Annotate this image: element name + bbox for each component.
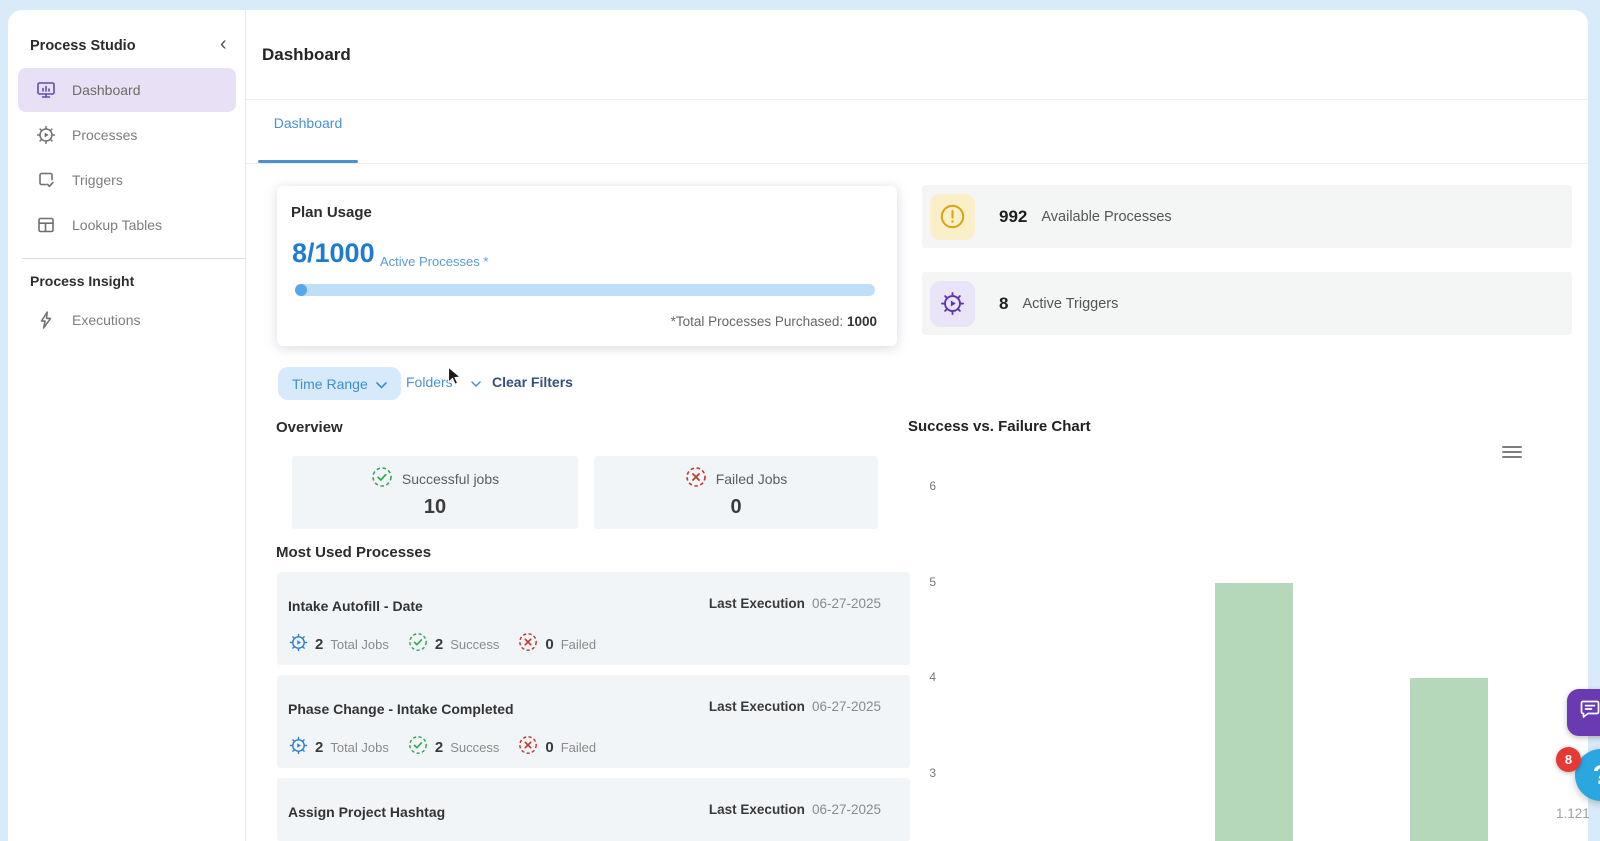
process-last-execution: Last Execution 06-27-2025: [708, 699, 881, 714]
failed-x-icon: [518, 632, 538, 657]
main-panel: Dashboard Dashboard Plan Usage 8/1000 Ac…: [246, 10, 1588, 841]
sidebar-item-lookup-tables[interactable]: Lookup Tables: [18, 203, 236, 247]
process-name: Phase Change - Intake Completed: [288, 701, 514, 717]
available-processes-card: 992 Available Processes: [922, 185, 1572, 248]
chart-bar: [1410, 678, 1488, 841]
process-name: Assign Project Hashtag: [288, 804, 446, 820]
active-triggers-value: 8: [999, 293, 1009, 313]
clear-filters-button[interactable]: Clear Filters: [492, 374, 573, 390]
process-gear-icon: [289, 633, 308, 657]
plan-usage-card: Plan Usage 8/1000 Active Processes * *To…: [277, 186, 897, 346]
sidebar-item-executions[interactable]: Executions: [18, 298, 236, 342]
failed-x-icon: [518, 735, 538, 760]
plan-usage-title: Plan Usage: [291, 204, 372, 221]
sidebar-item-dashboard[interactable]: Dashboard: [18, 68, 236, 112]
success-check-icon: [408, 735, 428, 760]
y-axis-tick: 5: [929, 574, 936, 589]
process-row[interactable]: Intake Autofill - Date Last Execution 06-…: [277, 572, 910, 665]
active-triggers-label: Active Triggers: [1022, 295, 1119, 312]
sidebar-item-label: Triggers: [72, 172, 123, 188]
sidebar-divider: [22, 258, 245, 259]
sidebar-item-label: Dashboard: [72, 82, 141, 98]
chart-title: Success vs. Failure Chart: [908, 418, 1091, 435]
failed-x-icon: [685, 466, 707, 491]
alert-circle-icon: [930, 193, 975, 240]
process-stats: 2 Total Jobs 2 Success 0 Failed: [289, 632, 608, 657]
success-check-icon: [408, 632, 428, 657]
available-processes-value: 992: [999, 206, 1028, 226]
sidebar-section-heading: Process Insight: [30, 273, 135, 289]
plan-usage-progressbar: [295, 284, 875, 296]
y-axis-tick: 6: [929, 479, 936, 493]
most-used-title: Most Used Processes: [276, 544, 432, 561]
chart-menu-icon[interactable]: [1502, 444, 1522, 460]
chat-bubble-icon: [1578, 698, 1600, 727]
app-title: Process Studio: [30, 38, 136, 54]
active-triggers-card: 8 Active Triggers: [922, 272, 1572, 335]
notification-badge: 8: [1556, 747, 1581, 772]
sidebar-item-processes[interactable]: Processes: [18, 113, 236, 157]
y-axis-tick: 3: [929, 765, 936, 780]
header-divider: [246, 99, 1588, 100]
process-last-execution: Last Execution 06-27-2025: [708, 596, 881, 611]
sidebar-collapse-icon[interactable]: ‹: [220, 33, 227, 55]
folders-filter-button[interactable]: Folders: [406, 374, 481, 390]
process-row[interactable]: Phase Change - Intake Completed Last Exe…: [277, 675, 910, 768]
table-grid-icon: [36, 215, 56, 235]
chevron-down-icon: [375, 376, 387, 392]
process-row[interactable]: Assign Project Hashtag Last Execution 06-…: [277, 778, 910, 841]
process-stats: 2 Total Jobs 2 Success 0 Failed: [289, 735, 608, 760]
successful-jobs-label: Successful jobs: [401, 470, 500, 487]
sidebar-item-label: Executions: [72, 312, 141, 328]
sidebar: Process Studio ‹ Dashboard Processes Tri…: [8, 10, 246, 841]
sidebar-item-label: Lookup Tables: [72, 217, 163, 233]
plan-usage-footnote: *Total Processes Purchased: 1000: [670, 314, 877, 329]
tabs-divider: [246, 163, 1588, 164]
trigger-check-icon: [36, 170, 56, 190]
process-name: Intake Autofill - Date: [288, 598, 423, 614]
lightning-icon: [36, 310, 56, 330]
process-last-execution: Last Execution 06-27-2025: [708, 802, 881, 817]
overview-title: Overview: [276, 419, 343, 436]
dashboard-monitor-icon: [36, 80, 56, 100]
process-gear-icon: [36, 125, 56, 145]
successful-jobs-card: Successful jobs 10: [292, 456, 578, 529]
chat-widget-button[interactable]: [1567, 689, 1600, 736]
sidebar-item-label: Processes: [72, 127, 138, 143]
time-range-filter-button[interactable]: Time Range: [278, 367, 401, 400]
y-axis-tick: 4: [929, 670, 936, 684]
version-label: 1.121: [1556, 806, 1590, 821]
plan-usage-caption: Active Processes *: [380, 254, 489, 269]
page-title: Dashboard: [262, 45, 351, 64]
plan-usage-value: 8/1000: [292, 238, 375, 268]
failed-jobs-label: Failed Jobs: [715, 470, 788, 487]
failed-jobs-card: Failed Jobs 0: [594, 456, 878, 529]
successful-jobs-value: 10: [423, 496, 447, 518]
plan-usage-progress-fill: [295, 284, 307, 296]
available-processes-label: Available Processes: [1041, 208, 1172, 225]
process-gear-icon: [289, 736, 308, 760]
success-failure-chart: 6 5 4 3: [908, 440, 1588, 841]
tab-active-underline: [258, 160, 358, 163]
tab-dashboard[interactable]: Dashboard: [273, 115, 343, 131]
trigger-gear-icon: [930, 280, 975, 327]
failed-jobs-value: 0: [730, 496, 742, 518]
question-mark-icon: ?: [1593, 760, 1600, 791]
chart-bar: [1215, 582, 1293, 841]
sidebar-item-triggers[interactable]: Triggers: [18, 158, 236, 202]
success-check-icon: [371, 466, 393, 491]
chevron-down-icon: [470, 374, 481, 390]
